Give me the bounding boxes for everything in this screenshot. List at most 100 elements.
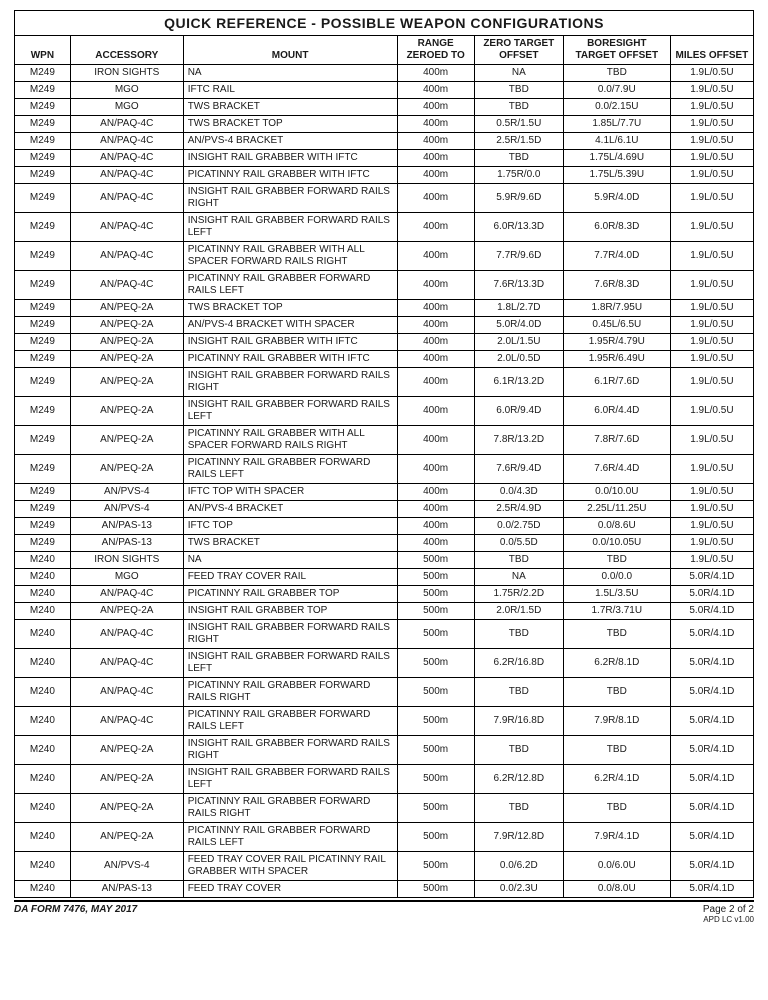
version: APD LC v1.00 — [703, 915, 754, 924]
cell: 4.1L/6.1U — [563, 133, 670, 150]
cell: 7.7R/9.6D — [474, 242, 563, 271]
cell: 2.0R/1.5D — [474, 603, 563, 620]
table-row: M249AN/PAQ-4CPICATINNY RAIL GRABBER WITH… — [15, 167, 754, 184]
cell: 400m — [397, 150, 474, 167]
cell: 0.0/10.0U — [563, 484, 670, 501]
cell: 400m — [397, 300, 474, 317]
cell: PICATINNY RAIL GRABBER FORWARD RAILS RIG… — [183, 678, 397, 707]
cell: AN/PEQ-2A — [70, 351, 183, 368]
cell: 7.9R/16.8D — [474, 707, 563, 736]
cell: 2.0L/0.5D — [474, 351, 563, 368]
cell: 2.25L/11.25U — [563, 501, 670, 518]
cell: 400m — [397, 116, 474, 133]
cell: 400m — [397, 351, 474, 368]
cell: 400m — [397, 184, 474, 213]
cell: 6.2R/16.8D — [474, 649, 563, 678]
cell: 5.0R/4.1D — [670, 765, 753, 794]
cell: 0.0/10.05U — [563, 535, 670, 552]
cell: TBD — [563, 552, 670, 569]
cell: FEED TRAY COVER RAIL — [183, 569, 397, 586]
cell: 1.75L/4.69U — [563, 150, 670, 167]
page-number: Page 2 of 2 — [703, 904, 754, 915]
cell: 400m — [397, 242, 474, 271]
cell: 0.0/2.75D — [474, 518, 563, 535]
cell: 5.0R/4.1D — [670, 586, 753, 603]
table-row: M249AN/PEQ-2APICATINNY RAIL GRABBER FORW… — [15, 455, 754, 484]
cell: 6.2R/8.1D — [563, 649, 670, 678]
table-row: M249AN/PEQ-2AINSIGHT RAIL GRABBER WITH I… — [15, 334, 754, 351]
cell: 1.9L/0.5U — [670, 518, 753, 535]
cell: 0.0/6.2D — [474, 852, 563, 881]
cell: 1.9L/0.5U — [670, 167, 753, 184]
table-row: M240AN/PEQ-2AINSIGHT RAIL GRABBER FORWAR… — [15, 736, 754, 765]
cell: 5.0R/4.1D — [670, 569, 753, 586]
table-row: M240AN/PAS-13FEED TRAY COVER500m0.0/2.3U… — [15, 881, 754, 898]
cell: PICATINNY RAIL GRABBER WITH ALL SPACER F… — [183, 426, 397, 455]
cell: 500m — [397, 603, 474, 620]
cell: M249 — [15, 99, 71, 116]
table-row: M249MGOIFTC RAIL400mTBD0.0/7.9U1.9L/0.5U — [15, 82, 754, 99]
cell: 1.9L/0.5U — [670, 116, 753, 133]
cell: 2.0L/1.5U — [474, 334, 563, 351]
cell: AN/PEQ-2A — [70, 334, 183, 351]
cell: M240 — [15, 852, 71, 881]
cell: TWS BRACKET TOP — [183, 300, 397, 317]
cell: INSIGHT RAIL GRABBER WITH IFTC — [183, 334, 397, 351]
cell: 5.0R/4.1D — [670, 736, 753, 765]
cell: PICATINNY RAIL GRABBER FORWARD RAILS LEF… — [183, 707, 397, 736]
cell: 400m — [397, 397, 474, 426]
cell: INSIGHT RAIL GRABBER FORWARD RAILS LEFT — [183, 649, 397, 678]
cell: IFTC TOP WITH SPACER — [183, 484, 397, 501]
cell: 7.7R/4.0D — [563, 242, 670, 271]
table-row: M249AN/PEQ-2ATWS BRACKET TOP400m1.8L/2.7… — [15, 300, 754, 317]
cell: M249 — [15, 150, 71, 167]
config-table: WPN ACCESSORY MOUNT RANGE ZEROED TO ZERO… — [14, 35, 754, 898]
cell: 1.9L/0.5U — [670, 535, 753, 552]
cell: AN/PAQ-4C — [70, 620, 183, 649]
cell: IRON SIGHTS — [70, 65, 183, 82]
cell: M249 — [15, 213, 71, 242]
cell: AN/PEQ-2A — [70, 603, 183, 620]
table-row: M249AN/PAQ-4CINSIGHT RAIL GRABBER WITH I… — [15, 150, 754, 167]
col-wpn: WPN — [15, 36, 71, 65]
cell: 1.9L/0.5U — [670, 397, 753, 426]
cell: 1.9L/0.5U — [670, 82, 753, 99]
cell: AN/PEQ-2A — [70, 300, 183, 317]
cell: 6.1R/7.6D — [563, 368, 670, 397]
cell: 1.85L/7.7U — [563, 116, 670, 133]
cell: AN/PAQ-4C — [70, 184, 183, 213]
table-row: M249AN/PEQ-2APICATINNY RAIL GRABBER WITH… — [15, 351, 754, 368]
cell: 0.5R/1.5U — [474, 116, 563, 133]
cell: TBD — [474, 99, 563, 116]
cell: M240 — [15, 569, 71, 586]
cell: 5.0R/4.1D — [670, 620, 753, 649]
cell: INSIGHT RAIL GRABBER FORWARD RAILS RIGHT — [183, 368, 397, 397]
cell: M240 — [15, 586, 71, 603]
cell: 400m — [397, 455, 474, 484]
table-row: M249AN/PAS-13TWS BRACKET400m0.0/5.5D0.0/… — [15, 535, 754, 552]
cell: 7.6R/9.4D — [474, 455, 563, 484]
cell: 400m — [397, 99, 474, 116]
header-row: WPN ACCESSORY MOUNT RANGE ZEROED TO ZERO… — [15, 36, 754, 65]
table-row: M240AN/PEQ-2AINSIGHT RAIL GRABBER TOP500… — [15, 603, 754, 620]
cell: AN/PAQ-4C — [70, 586, 183, 603]
cell: M249 — [15, 65, 71, 82]
cell: AN/PEQ-2A — [70, 397, 183, 426]
cell: M249 — [15, 317, 71, 334]
cell: TWS BRACKET — [183, 535, 397, 552]
cell: M240 — [15, 649, 71, 678]
cell: 1.9L/0.5U — [670, 242, 753, 271]
cell: 7.8R/7.6D — [563, 426, 670, 455]
cell: 2.5R/1.5D — [474, 133, 563, 150]
cell: INSIGHT RAIL GRABBER FORWARD RAILS RIGHT — [183, 620, 397, 649]
cell: 5.0R/4.1D — [670, 881, 753, 898]
cell: NA — [183, 552, 397, 569]
table-row: M249AN/PAQ-4CAN/PVS-4 BRACKET400m2.5R/1.… — [15, 133, 754, 150]
cell: 400m — [397, 501, 474, 518]
cell: 0.0/8.6U — [563, 518, 670, 535]
table-row: M249AN/PAQ-4CTWS BRACKET TOP400m0.5R/1.5… — [15, 116, 754, 133]
cell: 7.8R/13.2D — [474, 426, 563, 455]
cell: M249 — [15, 116, 71, 133]
cell: 1.9L/0.5U — [670, 99, 753, 116]
cell: AN/PAQ-4C — [70, 271, 183, 300]
